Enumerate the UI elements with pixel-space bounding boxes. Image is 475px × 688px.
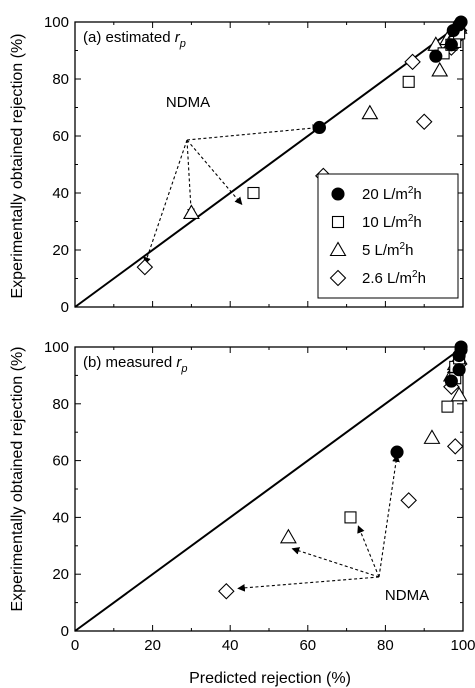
legend: 20 L/m2h 10 L/m2h 5 L/m2h 2.6 L/m2h [317,173,459,299]
y-tick-label: 100 [44,339,69,356]
annotation-arrow [186,124,321,141]
legend-label: 10 L/m2h [362,213,422,231]
annotation-arrow [237,576,380,592]
annotation-arrow [378,454,400,578]
data-point [454,340,468,354]
annotation-arrow [186,139,243,205]
data-point [431,61,449,77]
legend-label: 20 L/m2h [362,185,422,203]
legend-label: 2.6 L/m2h [362,269,426,287]
data-point [444,374,458,388]
y-axis-title-top: Experimentally obtained rejection (%) [9,33,26,298]
legend-label: 5 L/m2h [362,241,413,259]
y-tick-label: 60 [52,128,69,145]
data-point [450,386,468,402]
legend-marker [331,215,345,229]
series-0 [312,15,468,134]
data-point [454,15,468,29]
legend-marker [329,269,347,287]
y-tick-label: 40 [52,509,69,526]
x-tick-label: 80 [377,637,394,654]
data-point [404,53,421,71]
panel-measured: 0 20 40 60 80 100 0 20 40 60 80 100 (b) measured rp N… [44,339,475,654]
x-tick-label: 100 [450,637,475,654]
data-point [400,492,417,509]
parity-line [74,21,464,308]
panel-label: (a) estimated rp [83,29,186,50]
y-tick-label: 80 [52,396,69,413]
data-point [446,438,464,455]
data-point [402,75,415,88]
data-point [247,186,260,200]
data-point [312,120,326,134]
data-point [415,113,433,131]
x-tick-label: 0 [71,637,79,654]
data-point [444,38,458,52]
data-point [279,528,297,544]
y-tick-label: 100 [44,14,69,31]
legend-marker [329,241,347,257]
x-tick-label: 40 [222,637,239,654]
y-tick-label: 0 [61,299,69,316]
series-0 [390,340,468,459]
data-point [361,104,379,120]
y-tick-label: 0 [61,623,69,640]
data-point [344,511,357,524]
x-tick-label: 20 [144,637,161,654]
y-tick-label: 20 [52,242,69,259]
data-point [441,400,454,413]
y-tick-label: 40 [52,185,69,202]
annotation-arrow [143,139,188,265]
legend-marker [331,187,345,201]
parity-line [74,346,464,632]
series-2 [279,349,468,544]
series-3 [218,355,468,600]
data-point [423,429,441,444]
y-axis-title-bottom: Experimentally obtained rejection (%) [9,346,26,611]
annotation-arrow [186,139,195,217]
x-axis-title: Predicted rejection (%) [189,670,351,687]
annotation-ndma: NDMA [385,587,429,604]
annotation-ndma: NDMA [166,94,210,111]
annotation-arrow [357,525,380,578]
data-point [429,49,443,63]
x-tick-label: 60 [299,637,316,654]
annotation-arrow [291,547,380,578]
y-tick-label: 60 [52,453,69,470]
data-point [218,582,235,600]
panel-label: (b) measured rp [83,354,188,375]
y-tick-label: 80 [52,71,69,88]
data-point [182,204,200,219]
data-point [390,445,404,459]
data-point [452,363,466,377]
data-point [136,258,154,276]
y-tick-label: 20 [52,566,69,583]
panel-estimated: 0 20 40 60 80 100 (a) estimated rp NDMA [44,14,468,316]
